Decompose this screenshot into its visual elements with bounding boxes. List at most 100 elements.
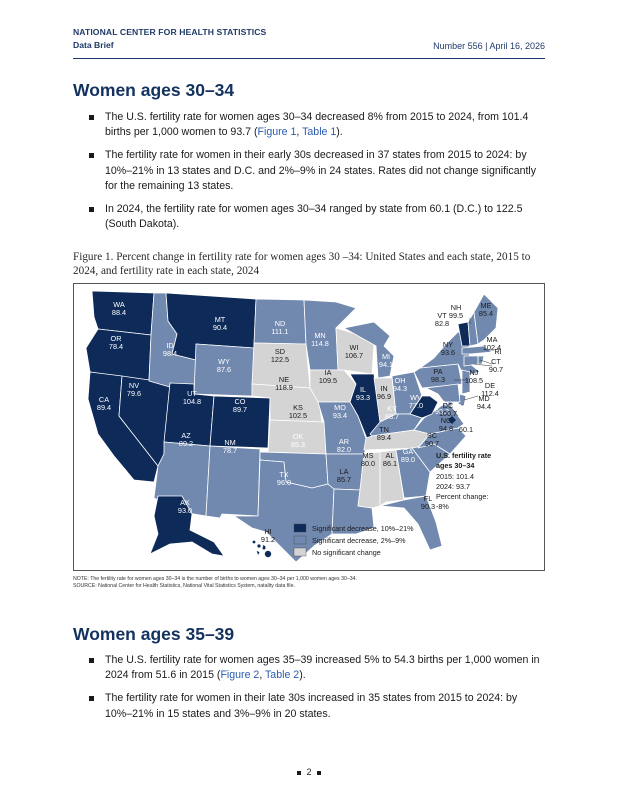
state-abbr-mn: MN — [314, 331, 325, 340]
state-shape-ia — [309, 369, 357, 403]
legend-label: Significant decrease, 2%–9% — [312, 536, 406, 545]
bullet-text: The U.S. fertility rate for women ages 3… — [105, 654, 540, 682]
state-rate-va: 98.2 — [435, 407, 449, 416]
state-abbr-de: DE — [485, 381, 495, 390]
state-abbr-nv: NV — [129, 381, 139, 390]
state-rate-wi: 106.7 — [345, 351, 363, 360]
page-number: 2 — [0, 767, 618, 777]
state-abbr-vt: VT — [437, 311, 447, 320]
publication-series: Data Brief — [73, 40, 114, 50]
dc-marker — [448, 416, 456, 424]
legend-swatch — [293, 523, 307, 533]
state-shape-tx — [233, 459, 335, 563]
state-rate-ak: 93.0 — [178, 506, 192, 515]
state-abbr-or: OR — [111, 334, 122, 343]
state-abbr-nd: ND — [275, 319, 286, 328]
state-rate-ia: 109.5 — [319, 376, 337, 385]
state-shape-ga — [395, 447, 431, 499]
state-abbr-ne: NE — [279, 375, 289, 384]
state-abbr-wy: WY — [218, 357, 230, 366]
state-abbr-mo: MO — [334, 403, 346, 412]
state-abbr-id: ID — [166, 341, 173, 350]
state-rate-ms: 80.0 — [361, 459, 375, 468]
state-rate-dc: 100.7 — [439, 409, 457, 418]
figure-notes: NOTE: The fertility rate for women ages … — [73, 576, 357, 590]
state-abbr-fl: FL — [424, 494, 433, 503]
us-map: WA88.4OR78.4CA89.4NV79.6ID98.4MT90.4WY87… — [85, 290, 503, 563]
state-rate-wy: 87.6 — [217, 365, 231, 374]
state-abbr-ks: KS — [293, 403, 303, 412]
header-rule — [73, 58, 545, 59]
state-shape-nj — [461, 369, 471, 395]
state-rate-sd: 122.5 — [271, 355, 289, 364]
state-rate-or: 78.4 — [109, 342, 123, 351]
state-shape-fl — [379, 495, 443, 551]
state-rate-ma: 102.4 — [483, 343, 501, 352]
bullet-item: The U.S. fertility rate for women ages 3… — [88, 653, 543, 683]
state-abbr-ia: IA — [325, 368, 332, 377]
state-abbr-ma: MA — [487, 335, 498, 344]
state-rate-al: 86.1 — [383, 459, 397, 468]
state-rate-mt: 90.4 — [213, 323, 227, 332]
state-rate-az: 89.2 — [179, 439, 193, 448]
state-abbr-ct: CT — [491, 357, 501, 366]
state-rate-md: 94.4 — [477, 402, 491, 411]
state-abbr-il: IL — [360, 385, 366, 394]
hawaii-islands — [252, 540, 272, 558]
state-rate-nh: 99.5 — [449, 311, 463, 320]
map-legend: Significant decrease, 10%–21% Significant… — [293, 523, 414, 557]
table-1-link[interactable]: Table 1 — [302, 126, 337, 139]
state-rate-id: 98.4 — [163, 349, 177, 358]
state-abbr-nc: NC — [441, 416, 452, 425]
state-abbr-pa: PA — [433, 367, 442, 376]
state-rate-ky: 88.7 — [385, 412, 399, 421]
state-rate-ar: 82.0 — [337, 445, 351, 454]
state-abbr-ak: AK — [180, 498, 190, 507]
state-rate-oh: 94.3 — [393, 384, 407, 393]
legend-swatch — [293, 535, 307, 545]
state-rate-co: 89.7 — [233, 405, 247, 414]
state-shape-mi — [343, 321, 395, 379]
bullet-item: The U.S. fertility rate for women ages 3… — [88, 110, 543, 140]
state-abbr-ky: KY — [387, 404, 397, 413]
state-abbr-mi: MI — [382, 352, 390, 361]
state-rate-nd: 111.1 — [271, 327, 288, 336]
state-abbr-hi: HI — [264, 527, 271, 536]
state-rate-la: 85.7 — [337, 475, 351, 484]
state-abbr-ut: UT — [187, 389, 197, 398]
state-abbr-me: ME — [481, 301, 492, 310]
state-abbr-dc: DC — [443, 401, 454, 410]
state-abbr-la: LA — [340, 467, 349, 476]
state-rate-de: 112.4 — [481, 389, 499, 398]
figure-caption: Figure 1. Percent change in fertility ra… — [73, 251, 531, 277]
state-abbr-co: CO — [235, 397, 246, 406]
state-abbr-oh: OH — [395, 376, 406, 385]
state-rate-ne: 118.9 — [275, 383, 293, 392]
us-summary: U.S. fertility rate ages 30–34 2015: 101… — [436, 451, 491, 511]
legend-label: Significant decrease, 10%–21% — [312, 524, 414, 533]
state-shape-ri — [477, 355, 485, 365]
us-summary-2015: 2015: 101.4 — [436, 472, 474, 481]
state-abbr-az: AZ — [181, 431, 191, 440]
state-abbr-ar: AR — [339, 437, 349, 446]
state-rate-tn: 89.4 — [377, 433, 391, 442]
figure-2-link[interactable]: Figure 2 — [220, 669, 260, 682]
bullet-item: The fertility rate for women in their ea… — [88, 148, 543, 194]
state-abbr-tx: TX — [279, 470, 288, 479]
state-rate-ks: 102.5 — [289, 411, 307, 420]
figure-source: SOURCE: National Center for Health Stati… — [73, 583, 295, 590]
bullet-item: The fertility rate for women in their la… — [88, 691, 543, 721]
legend-label: No significant change — [312, 548, 381, 557]
state-rate-ga: 89.0 — [401, 455, 415, 464]
state-rate-nc: 94.8 — [439, 424, 453, 433]
figure-1-link[interactable]: Figure 1 — [257, 126, 297, 139]
state-abbr-nj: NJ — [470, 368, 479, 377]
state-rate-fl: 90.3 — [421, 502, 435, 511]
state-shapes — [85, 290, 499, 563]
state-abbr-al: AL — [386, 451, 395, 460]
state-rate-me: 85.4 — [479, 309, 493, 318]
state-rate-nm: 78.7 — [223, 446, 237, 455]
state-abbr-ms: MS — [363, 451, 374, 460]
state-abbr-sd: SD — [275, 347, 285, 356]
table-2-link[interactable]: Table 2 — [265, 669, 300, 682]
